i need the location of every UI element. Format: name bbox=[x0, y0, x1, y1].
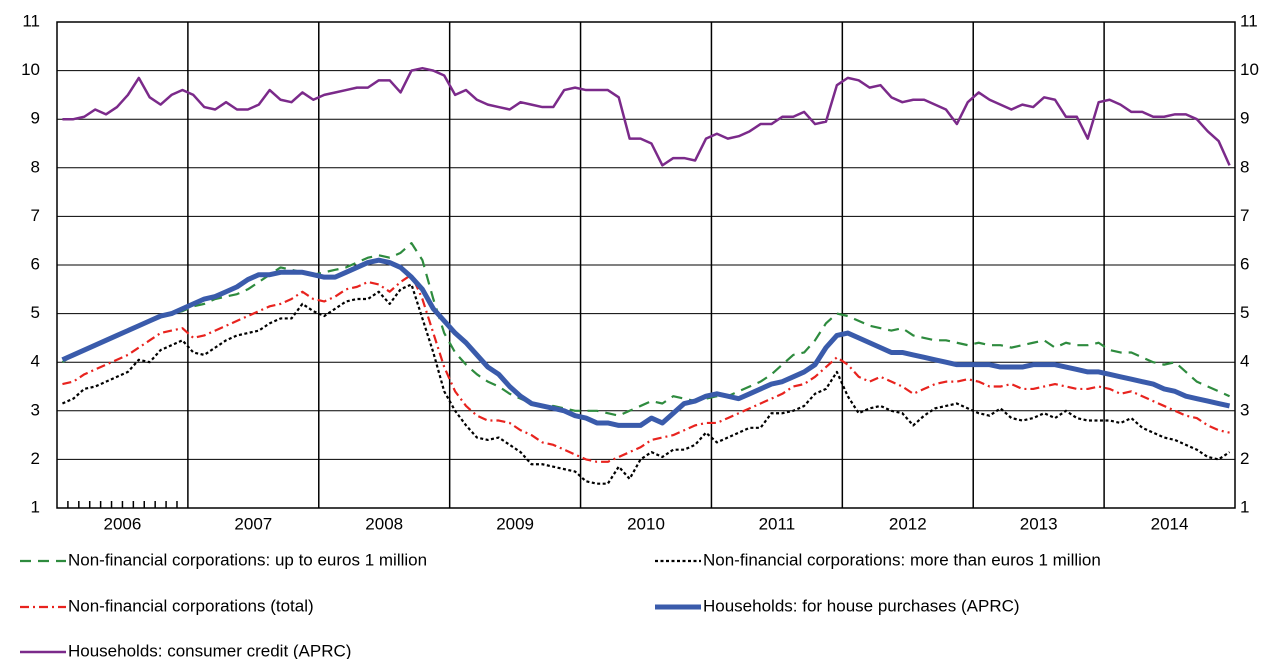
y-tick-label: 6 bbox=[31, 254, 40, 273]
y2-tick-label: 5 bbox=[1240, 303, 1249, 322]
x-tick-label: 2011 bbox=[759, 514, 796, 533]
legend-label: Non-financial corporations (total) bbox=[68, 596, 314, 615]
x-tick-label: 2006 bbox=[104, 514, 142, 533]
series-line bbox=[61, 242, 1230, 417]
y2-tick-label: 2 bbox=[1240, 449, 1249, 468]
y2-tick-label: 6 bbox=[1240, 254, 1249, 273]
x-tick-label: 2010 bbox=[627, 514, 665, 533]
y-tick-label: 1 bbox=[31, 497, 40, 516]
legend-label: Households: consumer credit (APRC) bbox=[68, 641, 351, 659]
y-tick-label: 9 bbox=[31, 109, 40, 128]
series-line bbox=[62, 273, 1230, 463]
y2-tick-label: 3 bbox=[1240, 400, 1249, 419]
x-tick-label: 2009 bbox=[496, 514, 534, 533]
y2-tick-label: 4 bbox=[1240, 352, 1249, 371]
x-tick-label: 2014 bbox=[1151, 514, 1189, 533]
x-tick-label: 2008 bbox=[365, 514, 403, 533]
y-tick-label: 11 bbox=[22, 11, 40, 30]
y-tick-label: 10 bbox=[21, 60, 40, 79]
series-line bbox=[62, 66, 1231, 167]
y-tick-label: 5 bbox=[31, 303, 40, 322]
y-tick-label: 4 bbox=[31, 352, 40, 371]
y2-tick-label: 1 bbox=[1240, 497, 1249, 516]
y-tick-label: 7 bbox=[31, 206, 40, 225]
x-tick-label: 2012 bbox=[889, 514, 927, 533]
y2-tick-label: 8 bbox=[1240, 157, 1249, 176]
y2-tick-label: 7 bbox=[1240, 206, 1249, 225]
y2-tick-label: 10 bbox=[1240, 60, 1259, 79]
legend-label: Non-financial corporations: more than eu… bbox=[703, 550, 1101, 569]
y2-tick-label: 11 bbox=[1240, 11, 1258, 30]
series-line bbox=[61, 257, 1231, 428]
series-line bbox=[62, 283, 1231, 485]
y-tick-label: 8 bbox=[31, 157, 40, 176]
legend-label: Households: for house purchases (APRC) bbox=[703, 596, 1020, 615]
y-tick-label: 2 bbox=[31, 449, 40, 468]
legend-label: Non-financial corporations: up to euros … bbox=[68, 550, 427, 569]
x-tick-label: 2007 bbox=[234, 514, 272, 533]
x-tick-label: 2013 bbox=[1020, 514, 1058, 533]
y2-tick-label: 9 bbox=[1240, 109, 1249, 128]
y-tick-label: 3 bbox=[31, 400, 40, 419]
